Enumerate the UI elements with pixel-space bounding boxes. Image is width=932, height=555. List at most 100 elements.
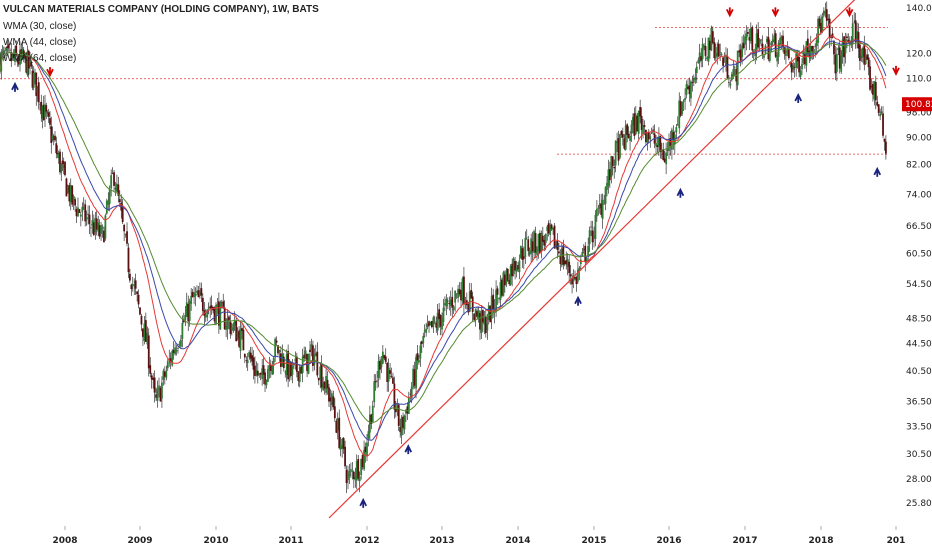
candle-body <box>56 153 59 155</box>
candle-body <box>566 259 569 267</box>
candle-body <box>267 369 269 382</box>
candle-body <box>225 325 227 330</box>
candle-body <box>402 416 404 428</box>
candle-body <box>544 233 547 243</box>
legend-wma-30[interactable]: WMA (30, close) <box>3 21 77 32</box>
candle-body <box>390 375 393 377</box>
candle-body <box>156 388 159 401</box>
candle-body <box>406 406 409 414</box>
candle-body <box>460 290 462 301</box>
candle-body <box>177 347 179 349</box>
candle-body <box>584 245 587 263</box>
candle-body <box>193 292 195 298</box>
candle-body <box>846 36 848 39</box>
candle-body <box>124 234 127 235</box>
candle-body <box>339 444 342 450</box>
signal-arrows <box>11 7 900 508</box>
candle-body <box>468 291 471 312</box>
candle-body <box>520 245 522 259</box>
candle-body <box>882 113 884 136</box>
y-tick-label: 140.00 <box>906 4 932 14</box>
candle-body <box>61 160 64 165</box>
candle-body <box>569 274 572 277</box>
candle-body <box>46 112 49 114</box>
candle-body <box>29 60 31 66</box>
y-tick-label: 110.00 <box>906 75 932 85</box>
candle-body <box>317 377 320 381</box>
candle-body <box>873 81 876 100</box>
candle-body <box>75 209 78 217</box>
legend-wma-44[interactable]: WMA (44, close) <box>3 37 77 48</box>
candle-body <box>304 350 307 360</box>
candle-body <box>627 133 630 138</box>
candle-body <box>621 134 624 138</box>
candle-body <box>484 316 487 334</box>
candle-body <box>558 251 560 254</box>
candle-body <box>742 42 745 48</box>
candle-body <box>420 341 423 345</box>
candle-body <box>265 380 268 386</box>
candle-body <box>320 363 323 388</box>
candle-body <box>117 184 120 196</box>
x-tick-label: 2012 <box>354 536 379 546</box>
candle-body <box>11 53 14 58</box>
candle-body <box>885 141 887 154</box>
candle-body <box>511 263 514 277</box>
candle-body <box>822 10 825 16</box>
candle-body <box>121 207 124 223</box>
candle-body <box>111 173 114 174</box>
candle-body <box>87 213 89 215</box>
wma-44-line <box>0 39 887 441</box>
candle-body <box>780 36 783 41</box>
candle-body <box>577 269 579 282</box>
candle-body <box>619 134 621 158</box>
candle-body <box>728 82 730 83</box>
candle-body <box>379 360 381 370</box>
candle-body <box>21 49 24 58</box>
y-tick-label: 33.50 <box>906 422 932 432</box>
candle-body <box>540 232 543 251</box>
candle-body <box>837 48 840 51</box>
candle-body <box>290 362 292 377</box>
legend-wma-64[interactable]: WMA (64, close) <box>3 53 77 64</box>
candle-body <box>496 288 499 295</box>
candle-body <box>178 343 181 345</box>
candle-body <box>760 39 762 41</box>
candle-body <box>284 371 287 373</box>
candle-body <box>114 188 117 190</box>
candle-body <box>499 282 502 300</box>
candle-body <box>821 16 824 31</box>
candle-body <box>517 265 519 270</box>
candle-body <box>552 227 554 230</box>
candle-body <box>364 446 367 453</box>
candle-body <box>254 365 256 376</box>
candle-body <box>872 83 874 95</box>
candle-body <box>68 185 71 202</box>
x-tick-label: 2014 <box>505 536 530 546</box>
candle-body <box>706 57 708 60</box>
candle-body <box>238 330 240 347</box>
candle-body <box>582 248 585 251</box>
candle-body <box>692 77 695 83</box>
buy-arrow-icon <box>359 497 368 508</box>
candle-body <box>818 18 821 27</box>
candle-body <box>4 53 6 55</box>
candle-body <box>537 233 540 251</box>
candle-body <box>57 153 60 159</box>
y-tick-label: 36.50 <box>906 397 932 407</box>
candle-body <box>314 353 317 357</box>
candle-body <box>374 381 377 383</box>
y-tick-label: 28.00 <box>906 475 932 485</box>
candle-body <box>585 258 588 262</box>
candle-body <box>470 290 473 299</box>
candle-body <box>634 114 637 135</box>
candle-body <box>126 231 128 244</box>
candle-body <box>880 111 883 113</box>
candle-body <box>487 305 490 321</box>
support-trendline[interactable] <box>328 0 859 519</box>
candle-body <box>869 66 871 90</box>
candle-body <box>539 233 541 253</box>
candle-body <box>166 361 169 369</box>
candle-body <box>695 66 698 74</box>
candle-body <box>12 53 15 58</box>
